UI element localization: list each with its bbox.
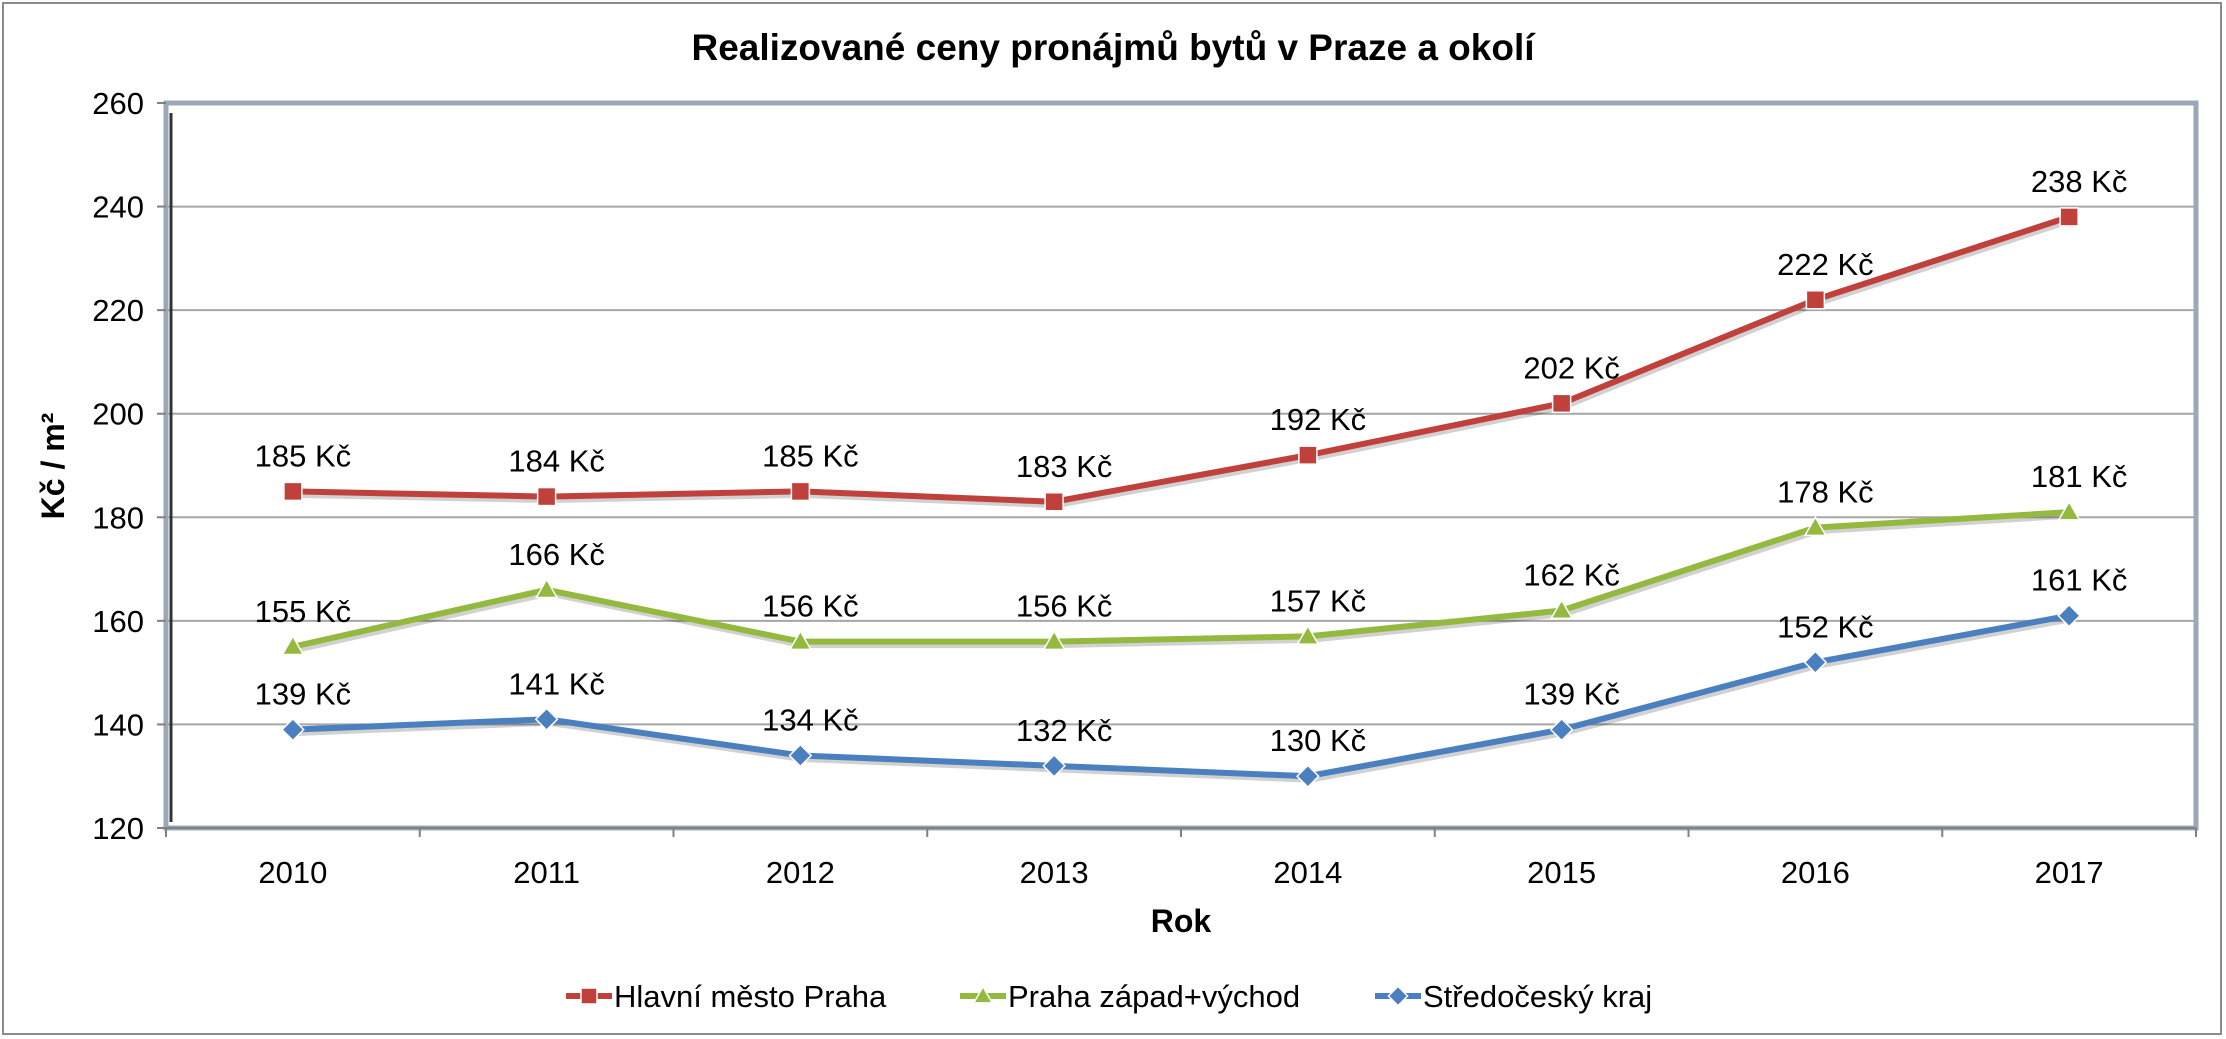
legend-label: Středočeský kraj	[1423, 979, 1652, 1014]
data-label: 185 Kč	[255, 438, 352, 473]
data-point	[1805, 290, 1826, 310]
data-point	[2057, 500, 2081, 521]
series-layer	[281, 207, 2081, 789]
data-label: 155 Kč	[255, 594, 352, 629]
data-label: 139 Kč	[1523, 677, 1620, 712]
data-point	[1296, 624, 1320, 645]
data-label: 178 Kč	[1777, 475, 1874, 510]
y-tick-label: 160	[92, 604, 144, 639]
y-tick-label: 200	[92, 397, 144, 432]
y-tick-label: 220	[92, 293, 144, 328]
data-label: 156 Kč	[762, 589, 859, 624]
data-label: 185 Kč	[762, 438, 859, 473]
data-label: 139 Kč	[255, 677, 352, 712]
legend-item: Středočeský kraj	[1375, 979, 1652, 1014]
series-line	[292, 509, 2070, 650]
data-point	[1296, 764, 1320, 789]
data-label: 134 Kč	[762, 703, 859, 738]
data-point	[788, 629, 813, 651]
x-tick-label: 2010	[258, 855, 327, 890]
x-tick-label: 2016	[1781, 855, 1850, 890]
data-label: 166 Kč	[508, 537, 605, 572]
legend-item: Hlavní město Praha	[566, 979, 887, 1014]
data-label: 202 Kč	[1523, 350, 1620, 385]
data-point	[283, 481, 303, 502]
x-tick-label: 2011	[513, 855, 580, 890]
legend-item: Praha západ+východ	[960, 979, 1300, 1014]
series-hlavni-mesto-praha	[283, 207, 2079, 512]
plot-area	[163, 100, 2199, 831]
data-label: 156 Kč	[1016, 589, 1113, 624]
data-point	[2059, 207, 2079, 227]
data-point	[534, 577, 559, 599]
data-label: 192 Kč	[1270, 402, 1367, 437]
data-point	[1549, 717, 1574, 742]
y-axis: 120 140 160 180 200 220 240 260	[92, 86, 173, 846]
data-label: 162 Kč	[1523, 558, 1620, 593]
data-point	[1298, 445, 1318, 465]
chart-title: Realizované ceny pronájmů bytů v Praze a…	[691, 27, 1536, 68]
x-tick-label: 2014	[1273, 855, 1342, 890]
legend-marker	[972, 985, 994, 1004]
data-point	[1551, 393, 1572, 414]
data-label: 238 Kč	[2031, 164, 2128, 199]
data-label: 222 Kč	[1777, 247, 1874, 282]
series-line	[292, 612, 2070, 780]
series-line	[292, 214, 2071, 505]
legend-marker	[580, 987, 598, 1005]
data-point	[281, 634, 305, 656]
series-stredocesky-kraj	[281, 603, 2081, 789]
x-tick-label: 2013	[1020, 855, 1089, 890]
data-point	[536, 486, 557, 507]
series-line-shadow	[294, 216, 2073, 509]
data-point	[1042, 629, 1066, 651]
data-label: 183 Kč	[1016, 449, 1113, 484]
data-point	[2057, 603, 2081, 628]
data-label: 157 Kč	[1270, 583, 1367, 618]
legend-marker	[1387, 985, 1409, 1007]
data-label: 152 Kč	[1777, 609, 1874, 644]
x-tick-label: 2017	[2035, 855, 2104, 890]
data-label: 181 Kč	[2031, 459, 2128, 494]
data-point	[790, 481, 811, 502]
y-tick-label: 140	[92, 707, 144, 742]
y-tick-label: 120	[92, 811, 144, 846]
data-point	[788, 743, 813, 768]
x-tick-label: 2015	[1527, 855, 1596, 890]
gridlines	[166, 205, 2196, 726]
x-tick-label: 2012	[766, 855, 835, 890]
data-point	[1044, 492, 1064, 512]
data-point	[281, 717, 305, 742]
data-point	[1803, 650, 1828, 675]
data-label: 130 Kč	[1270, 723, 1367, 758]
data-label: 141 Kč	[508, 666, 605, 701]
x-axis-title: Rok	[1151, 903, 1212, 939]
data-label: 161 Kč	[2031, 563, 2128, 598]
data-point	[1042, 753, 1066, 778]
y-tick-label: 240	[92, 190, 144, 225]
data-labels: 185 Kč 184 Kč 185 Kč 183 Kč 192 Kč 202 Kč 222 …	[255, 164, 2128, 758]
data-point	[1549, 598, 1574, 620]
x-axis: 2010 2011 2012 2013 2014 2015 2016 2017	[165, 827, 2197, 890]
data-label: 132 Kč	[1016, 713, 1113, 748]
y-tick-label: 180	[92, 500, 144, 535]
data-label: 184 Kč	[508, 444, 605, 479]
legend-label: Hlavní město Praha	[614, 979, 887, 1014]
data-point	[534, 707, 559, 732]
legend: Hlavní město Praha Praha západ+východ Stře…	[566, 979, 1652, 1014]
data-point	[1803, 515, 1828, 537]
legend-label: Praha západ+východ	[1008, 979, 1300, 1014]
y-axis-title: Kč / m²	[35, 413, 71, 520]
y-tick-label: 260	[92, 86, 144, 121]
series-praha-zapad-vychod	[281, 500, 2081, 656]
